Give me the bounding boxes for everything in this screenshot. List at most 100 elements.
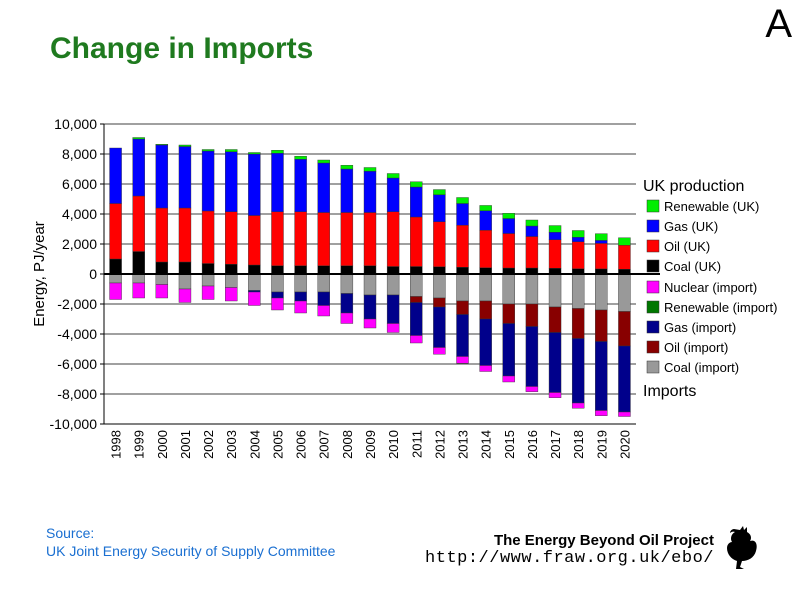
x-tick-label: 2010: [386, 430, 401, 459]
bar-segment: [479, 300, 492, 320]
x-tick-label: 2011: [409, 430, 424, 458]
bar-segment: [571, 273, 585, 309]
bar-segment: [363, 167, 377, 172]
bar-segment: [294, 265, 307, 275]
bar-segment: [595, 410, 608, 416]
bar-segment: [433, 266, 446, 275]
x-tick-label: 2009: [363, 430, 378, 459]
bar-segment: [502, 303, 515, 324]
bar-segment: [201, 273, 215, 287]
bar-segment: [363, 273, 377, 296]
x-tick-label: 2007: [317, 430, 332, 459]
bar-segment: [548, 232, 562, 241]
bar-segment: [525, 303, 539, 327]
bar-segment: [294, 211, 307, 266]
bar-segment: [525, 386, 539, 392]
source-text: UK Joint Energy Security of Supply Commi…: [46, 543, 336, 559]
legend-swatch: [646, 199, 660, 213]
bar-segment: [340, 212, 354, 266]
y-tick-label: -8,000: [57, 386, 97, 402]
bar-segment: [433, 297, 446, 308]
bar-segment: [201, 285, 215, 300]
bar-segment: [548, 306, 562, 333]
bar-segment: [410, 186, 423, 218]
bar-segment: [271, 150, 284, 154]
legend-swatch: [646, 259, 660, 273]
bar-segment: [479, 318, 492, 366]
x-tick-label: 2008: [340, 430, 355, 459]
legend-swatch: [646, 340, 660, 354]
bar-segment: [363, 265, 377, 275]
bar-segment: [363, 318, 377, 329]
source-note: Source: UK Joint Energy Security of Supp…: [46, 524, 335, 560]
x-tick-label: 2013: [456, 430, 471, 459]
bar-segment: [548, 273, 562, 308]
bar-segment: [271, 297, 284, 311]
bar-segment: [132, 137, 145, 140]
bar-segment: [456, 273, 469, 302]
bar-segment: [271, 153, 284, 212]
bar-segment: [155, 273, 169, 285]
y-axis-label: Energy, PJ/year: [31, 221, 48, 327]
bar-segment: [132, 251, 145, 275]
y-tick-label: 6,000: [62, 176, 97, 192]
bar-segment: [155, 207, 169, 263]
bar-segment: [363, 171, 377, 213]
bar-segment: [479, 273, 492, 302]
legend-entry: Nuclear (import): [664, 280, 757, 295]
bar-segment: [317, 212, 330, 266]
bar-segment: [456, 225, 469, 268]
bar-segment: [571, 230, 585, 238]
bar-segment: [479, 229, 492, 268]
bar-segment: [618, 311, 631, 347]
bar-segment: [109, 203, 122, 260]
bar-segment: [155, 144, 169, 146]
bar-segment: [479, 365, 492, 372]
bar-segment: [109, 273, 122, 284]
bar-segment: [410, 216, 423, 267]
bar-segment: [410, 335, 423, 344]
bar-segment: [433, 189, 446, 196]
y-tick-label: -4,000: [57, 326, 97, 342]
x-tick-label: 2006: [294, 430, 309, 459]
bar-segment: [525, 273, 539, 305]
legend-entry: Gas (import): [664, 320, 736, 335]
bar-segment: [109, 258, 122, 275]
bar-segment: [595, 240, 608, 244]
bar-segment: [294, 159, 307, 212]
bar-segment: [502, 233, 515, 269]
bar-segment: [525, 236, 539, 269]
x-tick-label: 2014: [479, 430, 494, 459]
bar-segment: [525, 219, 539, 227]
bar-segment: [225, 287, 238, 302]
project-name: The Energy Beyond Oil Project: [493, 532, 714, 549]
bar-segment: [294, 300, 307, 314]
bar-segment: [433, 347, 446, 355]
legend-entry: Gas (UK): [664, 219, 718, 234]
bar-segment: [433, 194, 446, 223]
project-url: http://www.fraw.org.uk/ebo/: [425, 549, 714, 568]
bar-segment: [225, 264, 238, 275]
bar-segment: [248, 264, 261, 275]
bar-segment: [386, 266, 400, 275]
bar-segment: [433, 273, 446, 299]
legend-swatch: [646, 280, 660, 294]
bar-segment: [571, 338, 585, 404]
bar-segment: [271, 291, 284, 299]
bar-segment: [132, 138, 145, 197]
bar-segment: [132, 273, 145, 284]
bar-segment: [456, 314, 469, 357]
x-tick-label: 1999: [132, 430, 147, 459]
bar-segment: [201, 263, 215, 275]
bar-segment: [201, 210, 215, 264]
bar-segment: [317, 265, 330, 275]
legend-entry: Oil (import): [664, 340, 728, 355]
bar-segment: [548, 332, 562, 393]
y-tick-label: -2,000: [57, 296, 97, 312]
bar-segment: [340, 265, 354, 275]
bar-segment: [571, 241, 585, 269]
bar-segment: [271, 211, 284, 266]
bar-segment: [317, 273, 330, 293]
bar-segment: [410, 296, 423, 303]
